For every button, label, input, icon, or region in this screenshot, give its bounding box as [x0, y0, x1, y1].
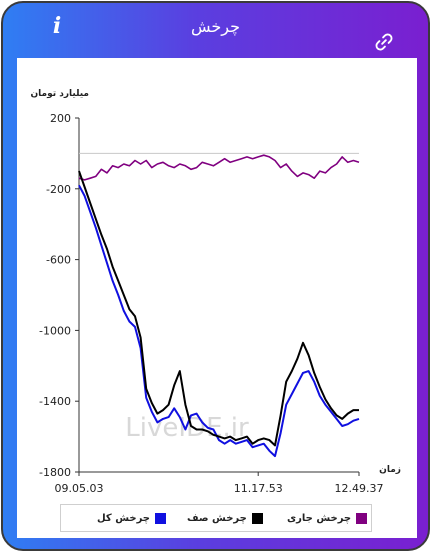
- legend-swatch-total: [155, 513, 166, 524]
- legend-swatch-queue: [251, 513, 263, 524]
- legend-item-queue[interactable]: چرخش صف: [187, 511, 263, 527]
- info-button[interactable]: i: [52, 13, 62, 39]
- legend-label-total: چرخش کل: [97, 513, 150, 524]
- legend-item-total[interactable]: چرخش کل: [97, 511, 166, 527]
- series-line-queue: [78, 170, 359, 447]
- x-tick-label: 09.05.03: [55, 482, 104, 495]
- y-tick-label: 200: [50, 112, 71, 125]
- page-title: چرخش: [190, 17, 240, 36]
- x-axis-title: زمان: [379, 465, 401, 475]
- y-tick-label: -1000: [39, 324, 71, 337]
- legend-swatch-current: [356, 513, 368, 524]
- watermark-text: LiveIDE.ir: [125, 413, 249, 443]
- y-axis-title: میلیارد تومان: [30, 89, 89, 99]
- turnover-chart: 200 -200 -600 -1000 -1400 -1800 میلیارد تومان ز…: [30, 89, 401, 495]
- y-tick-label: -600: [46, 254, 71, 267]
- legend-item-current[interactable]: چرخش جاری: [287, 511, 368, 527]
- header-bar: i چرخش: [3, 3, 428, 55]
- chart-legend: چرخش جاری چرخش صف چرخش کل: [60, 504, 372, 532]
- x-tick-label: 11.17.53: [234, 482, 283, 495]
- legend-label-queue: چرخش صف: [187, 513, 247, 524]
- link-icon[interactable]: [373, 31, 395, 53]
- series-line-total: [78, 184, 360, 458]
- y-tick-label: -200: [46, 183, 71, 196]
- x-tick-label: 12.49.37: [335, 482, 384, 495]
- legend-label-current: چرخش جاری: [287, 513, 352, 524]
- y-tick-label: -1400: [39, 395, 71, 408]
- y-tick-label: -1800: [39, 466, 71, 479]
- series-line-current: [78, 154, 360, 181]
- chart-panel: 200 -200 -600 -1000 -1400 -1800 میلیارد تومان ز…: [17, 58, 417, 538]
